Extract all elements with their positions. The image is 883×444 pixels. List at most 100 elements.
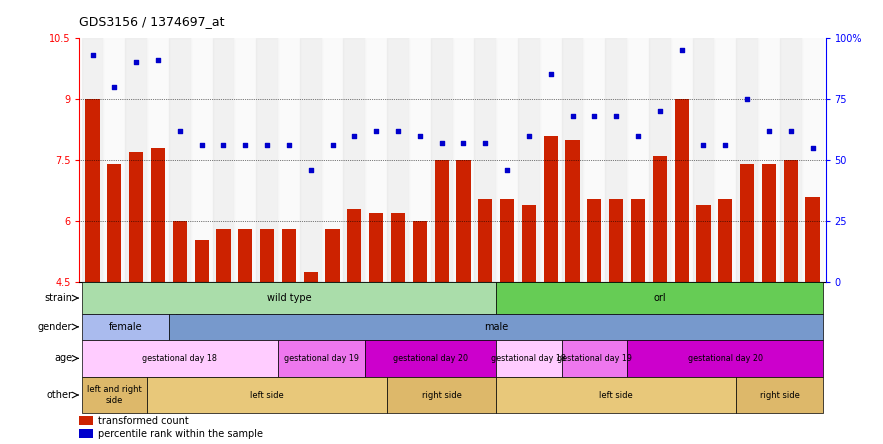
Point: [718, 142, 732, 149]
Bar: [81, 314, 169, 340]
Text: age: age: [55, 353, 72, 363]
Bar: [780, 38, 802, 282]
Text: left side: left side: [250, 391, 284, 400]
Point: [522, 132, 536, 139]
Bar: [147, 377, 387, 413]
Bar: [129, 152, 143, 282]
Bar: [496, 340, 562, 377]
Bar: [412, 221, 426, 282]
Bar: [151, 148, 165, 282]
Bar: [194, 239, 208, 282]
Bar: [260, 230, 275, 282]
Bar: [783, 160, 797, 282]
Point: [391, 127, 405, 134]
Bar: [692, 38, 714, 282]
Bar: [452, 38, 474, 282]
Bar: [369, 213, 383, 282]
Bar: [108, 164, 122, 282]
Bar: [540, 38, 562, 282]
Bar: [103, 38, 125, 282]
Bar: [256, 38, 278, 282]
Text: gestational day 20: gestational day 20: [393, 354, 468, 363]
Bar: [522, 205, 536, 282]
Point: [544, 71, 558, 78]
Bar: [630, 199, 645, 282]
Point: [326, 142, 340, 149]
Point: [412, 132, 426, 139]
Bar: [697, 205, 711, 282]
Point: [675, 47, 689, 54]
Bar: [391, 213, 405, 282]
Point: [653, 107, 667, 115]
Bar: [169, 38, 191, 282]
Bar: [347, 209, 361, 282]
Bar: [496, 377, 736, 413]
Text: gestational day 19: gestational day 19: [284, 354, 359, 363]
Point: [631, 132, 645, 139]
Bar: [191, 38, 213, 282]
Point: [304, 166, 318, 173]
Point: [457, 139, 471, 147]
Bar: [736, 38, 758, 282]
Text: gestational day 18: gestational day 18: [492, 354, 566, 363]
Bar: [714, 38, 736, 282]
Point: [740, 95, 754, 103]
Bar: [79, 429, 93, 438]
Text: percentile rank within the sample: percentile rank within the sample: [98, 429, 263, 439]
Text: orl: orl: [653, 293, 666, 303]
Text: female: female: [109, 322, 142, 332]
Text: left side: left side: [600, 391, 633, 400]
Bar: [81, 38, 103, 282]
Bar: [409, 38, 431, 282]
Text: gestational day 18: gestational day 18: [142, 354, 217, 363]
Text: wild type: wild type: [267, 293, 311, 303]
Bar: [718, 199, 732, 282]
Bar: [671, 38, 692, 282]
Bar: [304, 272, 318, 282]
Point: [762, 127, 776, 134]
Text: GDS3156 / 1374697_at: GDS3156 / 1374697_at: [79, 15, 225, 28]
Bar: [518, 38, 540, 282]
Bar: [736, 377, 824, 413]
Point: [479, 139, 493, 147]
Bar: [496, 38, 518, 282]
Point: [565, 112, 579, 119]
Bar: [300, 38, 321, 282]
Bar: [326, 230, 340, 282]
Bar: [86, 99, 100, 282]
Point: [260, 142, 274, 149]
Bar: [587, 199, 601, 282]
Text: strain: strain: [44, 293, 72, 303]
Text: gender: gender: [38, 322, 72, 332]
Point: [129, 59, 143, 66]
Text: other: other: [47, 390, 72, 400]
Point: [151, 56, 165, 63]
Bar: [81, 377, 147, 413]
Point: [238, 142, 253, 149]
Point: [609, 112, 623, 119]
Bar: [675, 99, 689, 282]
Bar: [434, 160, 449, 282]
Point: [369, 127, 383, 134]
Bar: [321, 38, 343, 282]
Point: [434, 139, 449, 147]
Bar: [234, 38, 256, 282]
Bar: [627, 340, 824, 377]
Bar: [565, 140, 579, 282]
Bar: [584, 38, 605, 282]
Bar: [147, 38, 169, 282]
Bar: [278, 38, 300, 282]
Point: [347, 132, 361, 139]
Point: [697, 142, 711, 149]
Point: [108, 83, 122, 90]
Point: [783, 127, 797, 134]
Point: [194, 142, 208, 149]
Bar: [457, 160, 471, 282]
Bar: [238, 230, 253, 282]
Bar: [343, 38, 366, 282]
Bar: [802, 38, 824, 282]
Point: [282, 142, 296, 149]
Bar: [387, 38, 409, 282]
Bar: [125, 38, 147, 282]
Bar: [653, 156, 667, 282]
